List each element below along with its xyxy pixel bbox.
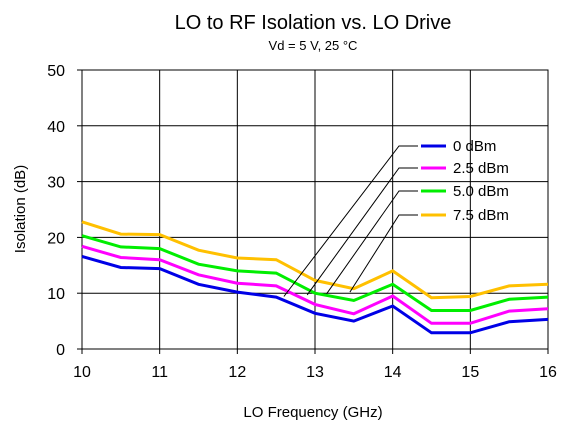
legend-leader-line (283, 145, 418, 297)
y-tick-labels: 0 10 20 30 40 50 (47, 63, 65, 359)
x-tick-label: 13 (306, 364, 324, 381)
y-tick-label: 30 (47, 175, 65, 192)
legend-leader-lines (283, 145, 418, 297)
x-axis-label: LO Frequency (GHz) (243, 404, 382, 421)
x-tick-labels: 10 11 12 13 14 15 16 (73, 364, 557, 381)
chart-subtitle: Vd = 5 V, 25 °C (269, 38, 358, 53)
series-lines (81, 220, 549, 335)
y-tick-label: 10 (47, 286, 65, 303)
legend: 0 dBm 2.5 dBm 5.0 dBm 7.5 dBm (421, 138, 509, 224)
legend-label: 2.5 dBm (453, 160, 509, 177)
x-tick-label: 15 (461, 364, 479, 381)
series-line (81, 244, 549, 325)
y-axis-label: Isolation (dB) (12, 165, 29, 253)
series-line (81, 234, 549, 312)
legend-label: 7.5 dBm (453, 207, 509, 224)
series-line (81, 220, 549, 300)
legend-label: 5.0 dBm (453, 183, 509, 200)
chart-title: LO to RF Isolation vs. LO Drive (175, 12, 452, 34)
x-tick-label: 10 (73, 364, 91, 381)
legend-leader-line (326, 190, 418, 295)
legend-leader-line (349, 214, 418, 293)
x-tick-label: 11 (151, 364, 168, 381)
x-tick-label: 16 (539, 364, 557, 381)
legend-leader-line (306, 167, 418, 296)
y-tick-label: 0 (56, 342, 65, 359)
y-tick-label: 50 (47, 63, 65, 80)
plot-frame (81, 69, 549, 350)
y-tick-label: 20 (47, 230, 65, 247)
x-tick-label: 14 (384, 364, 402, 381)
legend-label: 0 dBm (453, 138, 496, 155)
series-line (81, 254, 549, 335)
x-tick-label: 12 (228, 364, 246, 381)
y-tick-label: 40 (47, 119, 65, 136)
